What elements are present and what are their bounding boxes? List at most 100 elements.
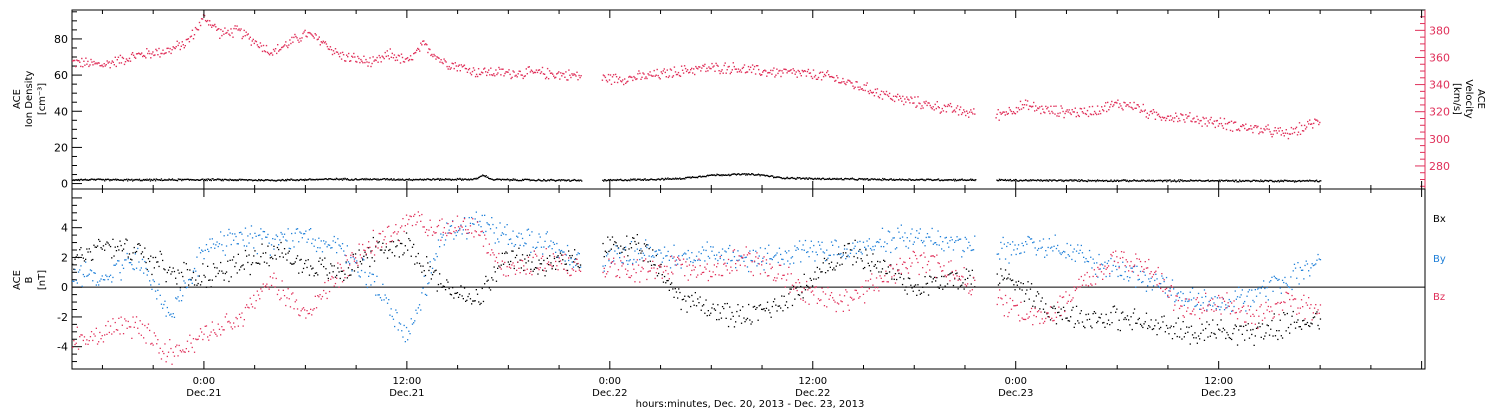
bx-point: [368, 247, 370, 249]
density-point: [449, 178, 451, 180]
density-point: [475, 178, 477, 180]
by-point: [1079, 249, 1081, 251]
density-point: [888, 179, 890, 181]
by-point: [830, 241, 833, 243]
velocity-point: [136, 53, 139, 55]
density-point: [171, 178, 174, 180]
velocity-point: [1302, 130, 1305, 132]
velocity-point: [1067, 111, 1069, 113]
velocity-point: [317, 38, 319, 40]
bx-point: [140, 253, 142, 255]
bx-point: [195, 279, 197, 281]
bx-point: [807, 285, 809, 288]
by-point: [415, 309, 417, 311]
velocity-point: [1130, 106, 1132, 108]
velocity-point: [252, 38, 254, 41]
bx-point: [885, 272, 887, 275]
density-point: [712, 174, 714, 176]
density-point: [828, 177, 831, 179]
velocity-point: [905, 101, 907, 103]
by-point: [939, 236, 942, 238]
bz-point: [244, 306, 247, 309]
velocity-point: [1279, 127, 1281, 129]
bx-point: [465, 300, 467, 302]
velocity-point: [556, 73, 558, 75]
velocity-point: [173, 47, 175, 49]
by-point: [147, 270, 150, 272]
velocity-point: [504, 72, 506, 75]
velocity-point: [1006, 113, 1008, 115]
by-point: [486, 222, 488, 224]
by-point: [1317, 253, 1319, 256]
bx-point: [761, 308, 763, 310]
by-point: [643, 254, 646, 256]
bx-point: [82, 257, 84, 259]
density-point: [708, 174, 711, 176]
bx-point: [646, 244, 648, 246]
by-point: [534, 247, 537, 249]
density-point: [1282, 180, 1285, 183]
by-point: [959, 238, 962, 240]
velocity-point: [1293, 131, 1296, 134]
velocity-point: [119, 54, 122, 57]
density-point: [573, 178, 575, 181]
density-point: [192, 179, 195, 181]
density-point: [865, 178, 867, 180]
velocity-point: [919, 102, 921, 105]
bx-point: [566, 269, 569, 272]
bx-point: [1239, 325, 1241, 327]
by-point: [971, 249, 973, 251]
by-point: [1060, 253, 1062, 256]
bx-point: [811, 285, 814, 287]
bx-point: [421, 271, 423, 273]
velocity-point: [471, 70, 474, 73]
bx-point: [295, 257, 298, 260]
bx-point: [233, 256, 235, 258]
velocity-point: [515, 74, 517, 76]
density-point: [836, 177, 838, 180]
velocity-point: [627, 80, 629, 82]
velocity-point: [831, 75, 833, 78]
density-point: [390, 178, 393, 180]
velocity-tick-label: 300: [1429, 133, 1450, 146]
bx-point: [1102, 322, 1104, 324]
density-point: [499, 178, 502, 181]
by-point: [158, 283, 160, 285]
density-point: [1271, 180, 1274, 183]
density-point: [125, 179, 127, 181]
bx-point: [862, 267, 865, 270]
by-point: [833, 254, 835, 256]
velocity-point: [920, 107, 922, 110]
velocity-point: [779, 69, 781, 72]
density-point: [777, 176, 779, 178]
velocity-point: [256, 44, 259, 46]
density-point: [681, 178, 683, 180]
density-point: [829, 178, 831, 180]
velocity-point: [329, 46, 332, 48]
bx-point: [430, 278, 432, 280]
bx-point: [282, 256, 284, 258]
bx-point: [924, 276, 926, 278]
density-point: [812, 178, 815, 181]
velocity-point: [398, 55, 401, 57]
by-point: [552, 241, 554, 244]
bz-point: [306, 310, 308, 312]
density-point: [509, 180, 511, 182]
velocity-point: [672, 75, 675, 77]
density-point: [1243, 180, 1245, 182]
density-point: [416, 179, 418, 181]
density-point: [831, 178, 833, 180]
density-point: [169, 179, 171, 181]
velocity-point: [858, 89, 860, 91]
bz-point: [95, 327, 97, 329]
density-point: [602, 179, 604, 181]
by-point: [962, 249, 964, 252]
density-point: [1318, 181, 1320, 183]
bx-point: [196, 284, 198, 286]
velocity-point: [106, 60, 108, 62]
velocity-point: [907, 98, 909, 100]
bx-point: [916, 294, 918, 296]
bx-point: [269, 257, 271, 259]
bx-point: [964, 278, 966, 281]
density-point: [893, 178, 895, 180]
